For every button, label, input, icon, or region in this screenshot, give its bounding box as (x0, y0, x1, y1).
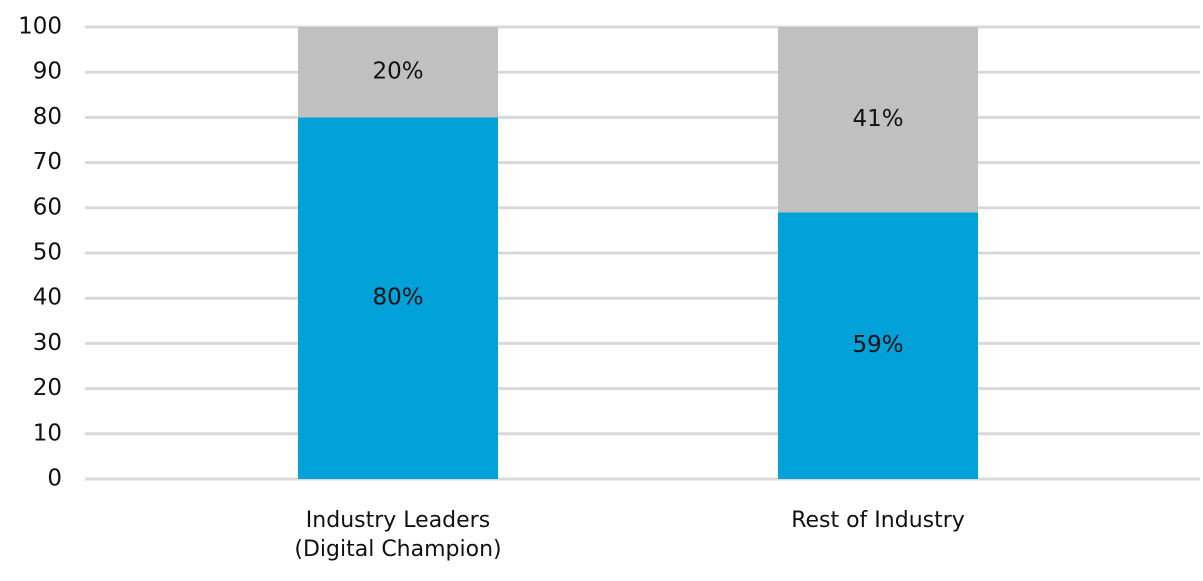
bar-segment (298, 27, 498, 118)
y-tick-label: 100 (18, 14, 62, 40)
y-tick-label: 80 (33, 104, 62, 130)
y-tick-label: 50 (33, 240, 62, 266)
y-tick-label: 30 (33, 330, 62, 356)
data-label: 41% (852, 106, 903, 132)
data-label: 80% (372, 285, 423, 311)
y-tick-label: 20 (33, 375, 62, 401)
y-tick-label: 60 (33, 194, 62, 220)
y-tick-label: 10 (33, 420, 62, 446)
y-tick-label: 70 (33, 149, 62, 175)
y-tick-label: 90 (33, 59, 62, 85)
data-label: 59% (852, 332, 903, 358)
bar-segment (778, 27, 978, 213)
y-tick-label: 0 (47, 466, 62, 492)
bar-segment (778, 212, 978, 479)
x-tick-label: Rest of Industry (791, 508, 965, 533)
data-label: 20% (372, 59, 423, 85)
y-tick-label: 40 (33, 285, 62, 311)
bar-segment (298, 117, 498, 480)
x-tick-label: Industry Leaders (Digital Champion) (294, 508, 502, 562)
